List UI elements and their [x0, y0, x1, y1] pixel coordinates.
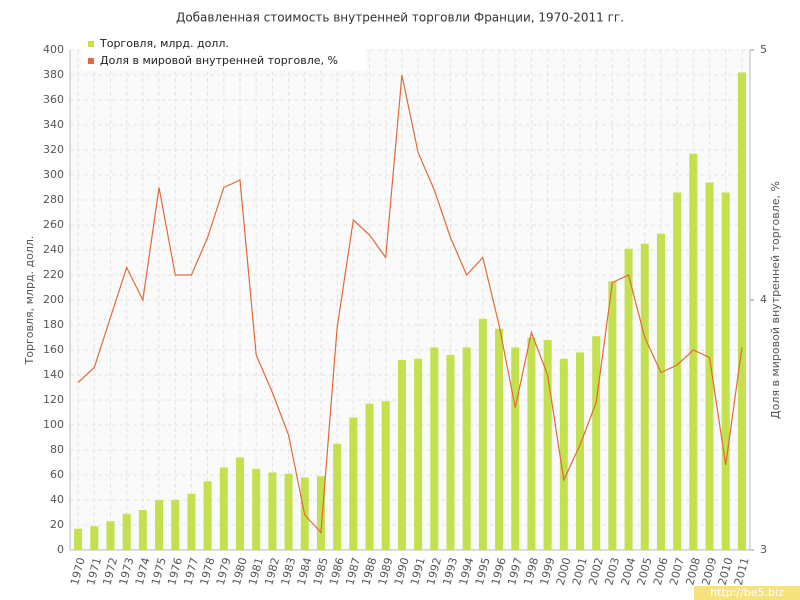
- legend: Торговля, млрд. долл. Доля в мировой внут…: [82, 36, 366, 70]
- y-tick-label: 260: [43, 218, 64, 231]
- y2-tick-label: 5: [760, 43, 767, 56]
- watermark-bg: [694, 586, 800, 600]
- bar: [90, 526, 99, 550]
- bar: [673, 192, 682, 550]
- bar: [106, 521, 115, 550]
- bar: [122, 513, 131, 550]
- chart-title: Добавленная стоимость внутренней торговл…: [176, 11, 624, 25]
- y2-tick-label: 4: [760, 293, 767, 306]
- bar: [624, 248, 633, 550]
- bar: [414, 358, 423, 550]
- y-tick-label: 240: [43, 243, 64, 256]
- bar: [252, 468, 261, 550]
- y-tick-label: 180: [43, 318, 64, 331]
- y-tick-label: 20: [50, 518, 64, 531]
- y-tick-label: 320: [43, 143, 64, 156]
- y-tick-label: 100: [43, 418, 64, 431]
- y-tick-label: 360: [43, 93, 64, 106]
- bar: [576, 352, 584, 550]
- bar: [527, 337, 536, 550]
- y2-axis-label: Доля в мировой внутренней торговле, %: [769, 181, 782, 419]
- bar: [138, 510, 147, 550]
- watermark: http://be5.biz: [710, 586, 784, 599]
- bar: [203, 481, 212, 550]
- bar: [721, 192, 730, 550]
- y-tick-label: 0: [57, 543, 64, 556]
- y2-tick-label: 3: [760, 543, 767, 556]
- bar: [608, 281, 617, 550]
- bar: [74, 528, 83, 550]
- bar: [495, 328, 504, 550]
- bar: [446, 355, 455, 550]
- bar: [236, 457, 244, 550]
- bar: [155, 500, 164, 550]
- legend-box: [82, 36, 366, 70]
- bar: [430, 347, 439, 550]
- y-tick-label: 120: [43, 393, 64, 406]
- bar: [543, 340, 552, 550]
- bar: [689, 153, 698, 550]
- bar: [171, 500, 180, 550]
- bar: [187, 493, 196, 550]
- y-tick-label: 280: [43, 193, 64, 206]
- bar: [219, 467, 228, 550]
- legend-label: Доля в мировой внутренней торговле, %: [100, 54, 338, 67]
- y-tick-label: 140: [43, 368, 64, 381]
- bar: [462, 347, 471, 550]
- bar: [511, 347, 520, 550]
- bar: [284, 473, 293, 550]
- y-tick-label: 400: [43, 43, 64, 56]
- line: [77, 74, 743, 534]
- bar: [268, 472, 277, 550]
- bar: [349, 417, 358, 550]
- bar: [365, 403, 374, 550]
- y-tick-label: 220: [43, 268, 64, 281]
- bar: [333, 443, 342, 550]
- y-tick-label: 380: [43, 68, 64, 81]
- bar: [705, 182, 714, 550]
- y-tick-label: 80: [50, 443, 64, 456]
- legend-swatch: [88, 41, 94, 47]
- y-tick-label: 200: [43, 293, 64, 306]
- bar: [397, 360, 406, 550]
- y-tick-label: 160: [43, 343, 64, 356]
- bar: [640, 243, 649, 550]
- y-tick-label: 300: [43, 168, 64, 181]
- legend-swatch: [88, 58, 94, 64]
- bar: [478, 318, 487, 550]
- bar: [381, 401, 390, 550]
- y-axis-label: Торговля, млрд. долл.: [23, 236, 36, 366]
- y-tick-label: 40: [50, 493, 64, 506]
- bar: [592, 336, 601, 550]
- y-tick-label: 60: [50, 468, 64, 481]
- y-tick-label: 340: [43, 118, 64, 131]
- bar: [656, 233, 665, 550]
- bar: [737, 72, 746, 550]
- legend-label: Торговля, млрд. долл.: [99, 37, 229, 50]
- bar: [316, 476, 325, 550]
- bar: [559, 358, 568, 550]
